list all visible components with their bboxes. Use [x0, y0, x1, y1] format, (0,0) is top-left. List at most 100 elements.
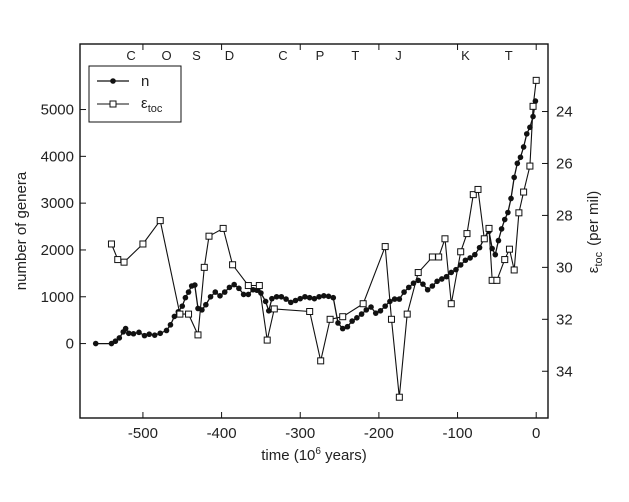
data-point-genera: [265, 308, 272, 314]
data-point-etoc: [435, 253, 443, 261]
legend-marker-etoc: [109, 100, 117, 108]
y2-tick-label: 34: [556, 363, 573, 380]
data-point-genera: [517, 154, 524, 161]
y-tick-label: 2000: [41, 242, 74, 259]
data-point-etoc: [463, 230, 471, 238]
data-point-genera: [221, 289, 228, 295]
data-point-genera: [297, 295, 304, 302]
x-tick-label: -400: [207, 425, 237, 442]
y-axis-label: number of genera: [13, 171, 30, 290]
period-label: D: [225, 48, 234, 63]
data-point-genera: [520, 144, 527, 150]
data-point-genera: [368, 304, 374, 310]
data-point-etoc: [270, 305, 278, 313]
data-point-genera: [163, 327, 170, 334]
data-point-genera: [523, 131, 530, 137]
data-point-etoc: [359, 300, 367, 308]
data-point-etoc: [205, 232, 213, 240]
x-tick-label: -100: [443, 425, 473, 442]
period-label: K: [461, 48, 470, 63]
data-point-genera: [92, 340, 99, 347]
data-point-genera: [448, 269, 455, 276]
data-point-etoc: [414, 269, 422, 277]
data-point-genera: [514, 160, 521, 167]
data-point-genera: [236, 285, 242, 292]
data-point-etoc: [428, 253, 436, 261]
data-point-etoc: [120, 258, 128, 266]
data-point-etoc: [381, 243, 389, 251]
data-point-genera: [316, 293, 322, 300]
x-tick-label: -500: [128, 425, 158, 442]
legend-box: [88, 65, 182, 123]
data-point-etoc: [326, 315, 334, 323]
period-label: S: [192, 48, 201, 63]
data-point-etoc: [501, 256, 509, 264]
data-point-etoc: [185, 310, 193, 318]
data-point-etoc: [480, 235, 488, 243]
x-tick-label: -300: [285, 425, 315, 442]
data-point-etoc: [339, 313, 347, 321]
data-point-genera: [130, 330, 137, 337]
plot-frame: [79, 43, 549, 419]
data-point-etoc: [441, 235, 449, 243]
data-point-genera: [492, 251, 499, 258]
data-point-genera: [273, 293, 280, 300]
data-point-genera: [511, 174, 517, 181]
data-point-etoc: [447, 300, 455, 308]
data-point-genera: [335, 320, 341, 326]
data-point-genera: [302, 293, 308, 300]
data-point-genera: [311, 295, 318, 302]
data-point-genera: [116, 335, 123, 341]
data-point-genera: [501, 216, 508, 223]
data-point-genera: [354, 315, 360, 321]
data-point-etoc: [107, 240, 115, 248]
data-point-genera: [439, 276, 445, 282]
data-point-genera: [377, 308, 384, 314]
data-point-etoc: [263, 336, 271, 344]
data-point-genera: [401, 289, 407, 295]
data-point-genera: [136, 329, 142, 336]
data-point-genera: [330, 294, 337, 301]
data-point-genera: [192, 282, 198, 288]
data-point-etoc: [515, 209, 523, 217]
data-point-genera: [396, 296, 403, 302]
data-point-genera: [457, 262, 464, 268]
data-point-genera: [217, 293, 223, 299]
data-point-etoc: [387, 315, 395, 323]
y-tick-label: 1000: [41, 289, 74, 306]
data-point-genera: [122, 325, 129, 332]
data-point-etoc: [505, 245, 513, 253]
data-point-etoc: [139, 240, 147, 248]
y-tick-label: 4000: [41, 148, 74, 165]
period-label: C: [126, 48, 135, 63]
data-point-genera: [391, 296, 398, 302]
period-label: O: [161, 48, 171, 63]
data-point-genera: [125, 330, 132, 337]
data-point-genera: [344, 323, 351, 330]
data-point-genera: [321, 293, 327, 299]
data-point-genera: [476, 244, 483, 251]
data-point-genera: [382, 303, 388, 309]
data-point-etoc: [526, 162, 534, 170]
data-point-etoc: [156, 217, 164, 225]
data-point-etoc: [317, 357, 325, 365]
data-point-etoc: [529, 102, 537, 110]
legend-label-genera: n: [141, 73, 149, 90]
data-point-etoc: [532, 76, 540, 84]
y2-tick-label: 28: [556, 207, 573, 224]
series-line-etoc: [110, 80, 537, 398]
data-point-etoc: [493, 276, 501, 284]
data-point-genera: [505, 209, 511, 216]
data-point-genera: [112, 338, 119, 345]
data-point-etoc: [229, 261, 237, 269]
data-point-genera: [467, 255, 473, 261]
data-point-genera: [283, 296, 289, 302]
data-point-genera: [306, 294, 313, 301]
data-point-genera: [405, 284, 412, 291]
data-point-genera: [262, 298, 269, 305]
data-point-etoc: [306, 308, 314, 316]
y-tick-label: 0: [66, 336, 74, 353]
data-point-etoc: [457, 248, 465, 256]
period-label: T: [351, 48, 359, 63]
